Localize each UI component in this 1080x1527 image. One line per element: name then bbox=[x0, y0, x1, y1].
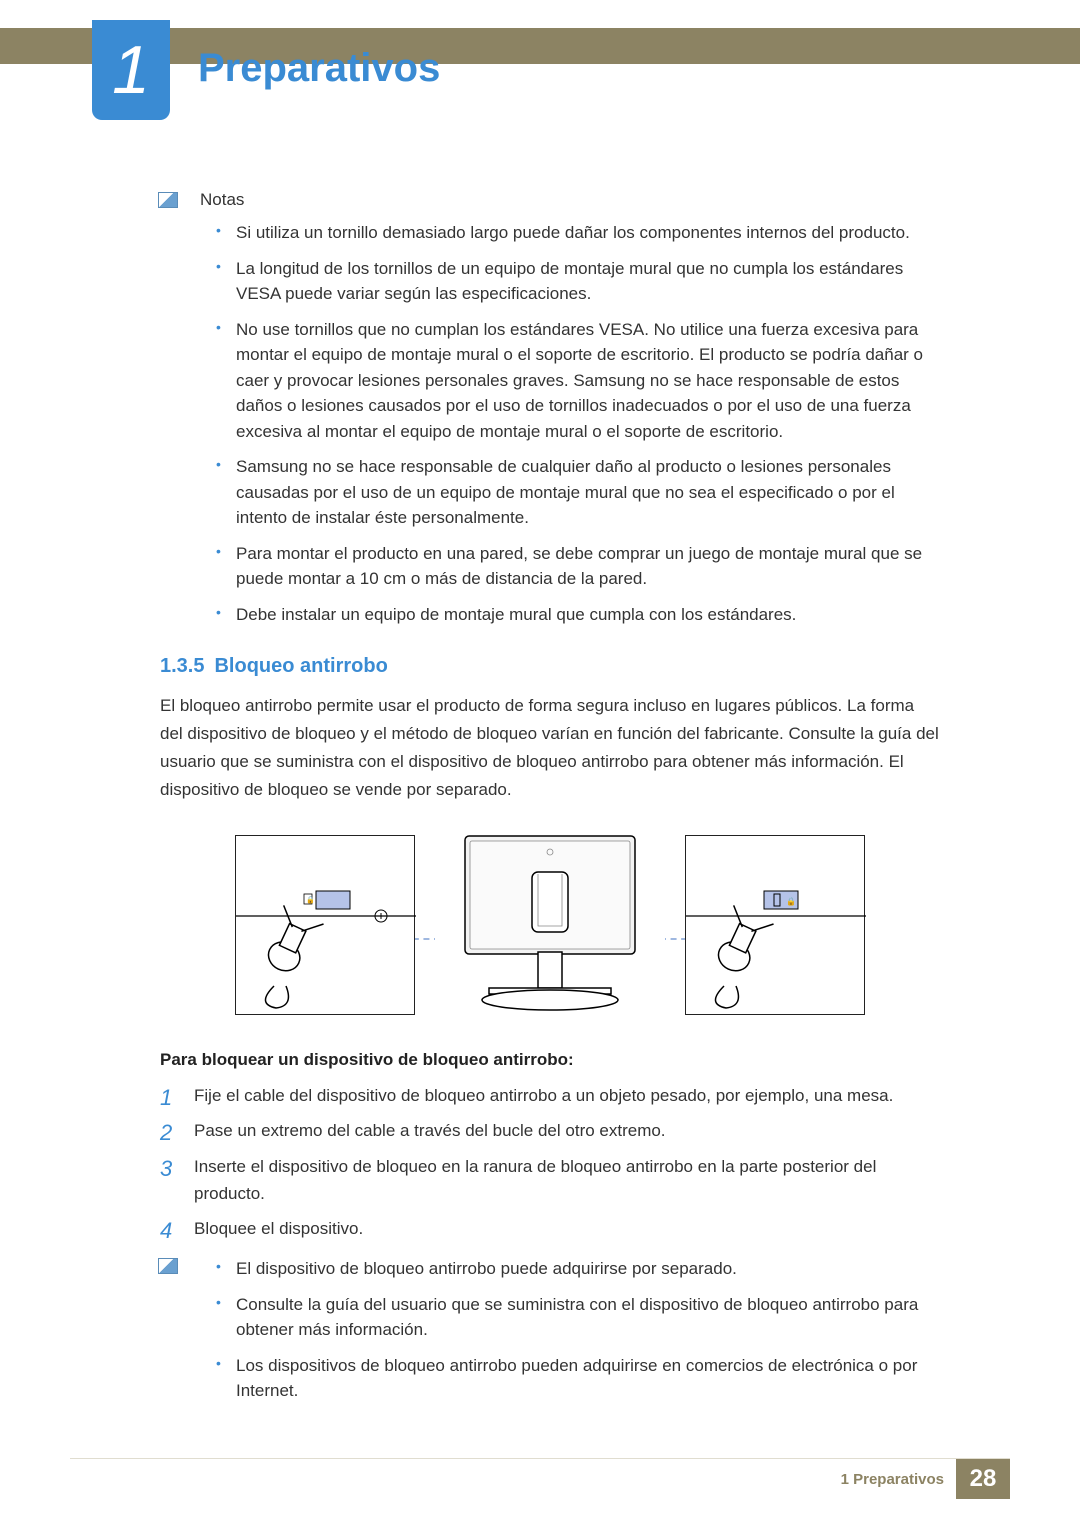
section-heading: 1.3.5 Bloqueo antirrobo bbox=[160, 655, 940, 678]
lock-slot-closeup-icon: 🔒 bbox=[236, 836, 416, 1016]
sub-heading: Para bloquear un dispositivo de bloqueo … bbox=[160, 1050, 940, 1070]
page-content: Notas Si utiliza un tornillo demasiado l… bbox=[160, 190, 940, 1414]
steps-list: 1 Fije el cable del dispositivo de bloque… bbox=[160, 1082, 940, 1242]
chapter-number: 1 bbox=[112, 31, 150, 109]
step-number: 1 bbox=[160, 1080, 172, 1115]
step-number: 3 bbox=[160, 1151, 172, 1186]
notes-label: Notas bbox=[200, 190, 940, 210]
section-title: Bloqueo antirrobo bbox=[214, 655, 387, 677]
note-item: Para montar el producto en una pared, se… bbox=[236, 541, 940, 592]
note-item: Samsung no se hace responsable de cualqu… bbox=[236, 454, 940, 531]
section-number: 1.3.5 bbox=[160, 655, 204, 677]
monitor-rear-icon bbox=[435, 830, 665, 1020]
note-item: El dispositivo de bloqueo antirrobo pued… bbox=[236, 1256, 940, 1282]
diagram-panel-right: 🔒 bbox=[685, 835, 865, 1015]
step-text: Inserte el dispositivo de bloqueo en la … bbox=[194, 1157, 876, 1203]
notes-block-2: El dispositivo de bloqueo antirrobo pued… bbox=[160, 1256, 940, 1404]
note-item: No use tornillos que no cumplan los está… bbox=[236, 317, 940, 445]
step-item: 4Bloquee el dispositivo. bbox=[160, 1215, 940, 1242]
page-footer: 1 Preparativos 28 bbox=[0, 1459, 1080, 1499]
note-item: Consulte la guía del usuario que se sumi… bbox=[236, 1292, 940, 1343]
note-item: Debe instalar un equipo de montaje mural… bbox=[236, 602, 940, 628]
step-item: 2Pase un extremo del cable a través del … bbox=[160, 1117, 940, 1144]
svg-text:🔒: 🔒 bbox=[306, 896, 315, 904]
step-text: Pase un extremo del cable a través del b… bbox=[194, 1121, 666, 1140]
svg-text:🔒: 🔒 bbox=[786, 897, 796, 906]
note-item: La longitud de los tornillos de un equip… bbox=[236, 256, 940, 307]
diagram-panel-left: 🔒 bbox=[235, 835, 415, 1015]
note-icon bbox=[158, 1258, 178, 1274]
lock-slot-closeup-icon: 🔒 bbox=[686, 836, 866, 1016]
note-icon bbox=[158, 192, 178, 208]
notes-block: Notas Si utiliza un tornillo demasiado l… bbox=[160, 190, 940, 627]
step-number: 4 bbox=[160, 1213, 172, 1248]
note-item: Los dispositivos de bloqueo antirrobo pu… bbox=[236, 1353, 940, 1404]
notes-list-2: El dispositivo de bloqueo antirrobo pued… bbox=[200, 1256, 940, 1404]
footer-page-number: 28 bbox=[956, 1459, 1010, 1499]
notes-list: Si utiliza un tornillo demasiado largo p… bbox=[200, 220, 940, 627]
diagram-panel-center bbox=[435, 830, 665, 1020]
note-item: Si utiliza un tornillo demasiado largo p… bbox=[236, 220, 940, 246]
step-item: 1Fije el cable del dispositivo de bloque… bbox=[160, 1082, 940, 1109]
chapter-tab: 1 bbox=[92, 20, 170, 120]
diagram-row: 🔒 bbox=[160, 830, 940, 1020]
step-text: Fije el cable del dispositivo de bloqueo… bbox=[194, 1086, 893, 1105]
section-paragraph: El bloqueo antirrobo permite usar el pro… bbox=[160, 692, 940, 804]
footer-chapter-ref: 1 Preparativos bbox=[841, 1459, 956, 1499]
chapter-title: Preparativos bbox=[198, 46, 440, 91]
step-item: 3 Inserte el dispositivo de bloqueo en la… bbox=[160, 1153, 940, 1207]
step-text: Bloquee el dispositivo. bbox=[194, 1219, 363, 1238]
step-number: 2 bbox=[160, 1115, 172, 1150]
